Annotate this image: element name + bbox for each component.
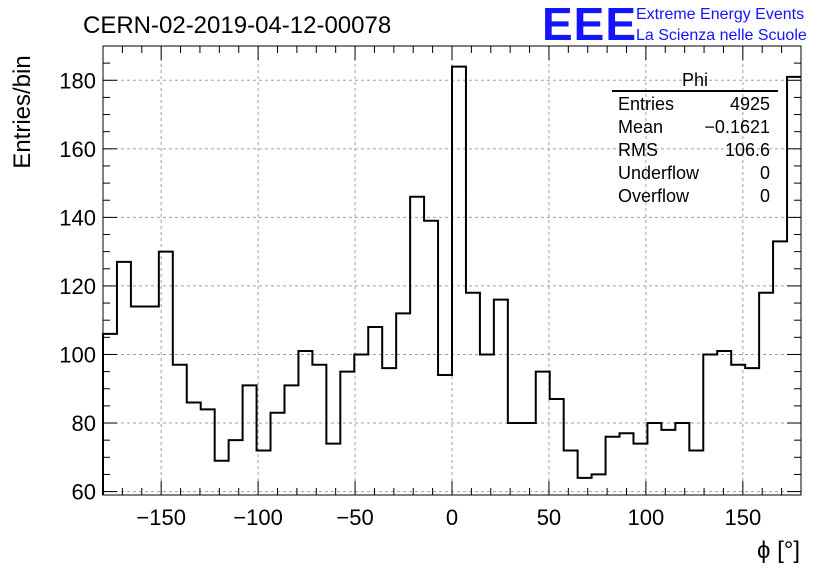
histogram-bin bbox=[550, 399, 564, 495]
x-tick-label: 50 bbox=[537, 505, 561, 530]
histogram-bin bbox=[229, 440, 243, 495]
stats-value: 0 bbox=[760, 163, 770, 183]
histogram-bin bbox=[620, 433, 634, 495]
x-tick-label: 0 bbox=[446, 505, 458, 530]
y-tick-label: 160 bbox=[59, 137, 96, 162]
stats-label: Underflow bbox=[618, 163, 700, 183]
tick-layer bbox=[102, 45, 802, 495]
histogram-bin bbox=[410, 197, 424, 495]
stats-rows: Entries 4925 Mean −0.1621 RMS 106.6 Underflow 0… bbox=[618, 94, 770, 206]
stats-title: Phi bbox=[682, 70, 708, 90]
stats-value: −0.1621 bbox=[704, 117, 770, 137]
logo-eee-text: EEE bbox=[542, 0, 637, 50]
x-tick-label: −100 bbox=[233, 505, 283, 530]
stats-box: Phi Entries 4925 Mean −0.1621 RMS 106.6 Underf… bbox=[612, 70, 778, 206]
histogram-bin bbox=[243, 385, 257, 495]
logo-line-2: La Scienza nelle Scuole bbox=[636, 27, 807, 44]
histogram-layer bbox=[102, 65, 801, 495]
histogram-bin bbox=[745, 368, 759, 495]
eee-logo: EEE Extreme Energy Events La Scienza nel… bbox=[542, 0, 807, 50]
histogram-bin bbox=[731, 365, 745, 495]
y-tick-label: 100 bbox=[59, 342, 96, 367]
histogram-bin bbox=[675, 423, 689, 495]
histogram-bin bbox=[578, 478, 592, 495]
stats-value: 106.6 bbox=[725, 140, 770, 160]
stats-value: 0 bbox=[760, 186, 770, 206]
histogram-bin bbox=[284, 385, 298, 495]
y-axis-label: Entries/bin bbox=[9, 55, 36, 168]
histogram-bin bbox=[257, 450, 271, 495]
histogram-bin bbox=[131, 306, 145, 495]
y-tick-label: 140 bbox=[59, 205, 96, 230]
histogram-bin bbox=[340, 372, 354, 495]
histogram-bin bbox=[633, 444, 647, 495]
y-tick-label: 120 bbox=[59, 274, 96, 299]
stats-label: Mean bbox=[618, 117, 663, 137]
histogram-bin bbox=[717, 351, 731, 495]
stats-value: 4925 bbox=[730, 94, 770, 114]
histogram-bin bbox=[298, 351, 312, 495]
histogram-bin bbox=[703, 354, 717, 495]
histogram-bin bbox=[536, 372, 550, 495]
histogram-bin bbox=[368, 327, 382, 495]
histogram-bin bbox=[215, 461, 229, 495]
stats-label: Overflow bbox=[618, 186, 690, 206]
histogram-bin bbox=[103, 334, 117, 495]
histogram-bin bbox=[382, 368, 396, 495]
tick-label-layer: −150 −100 −50 0 50 100 150 60 80 100 120 140 160 180 bbox=[59, 68, 761, 530]
histogram-bin bbox=[187, 402, 201, 495]
histogram-bin bbox=[647, 423, 661, 495]
histogram-bin bbox=[145, 306, 159, 495]
histogram-bin bbox=[592, 474, 606, 495]
y-tick-label: 60 bbox=[72, 480, 96, 505]
histogram-bin bbox=[508, 423, 522, 495]
histogram-bin bbox=[159, 252, 173, 495]
y-tick-label: 80 bbox=[72, 411, 96, 436]
histogram-bin bbox=[480, 354, 494, 495]
chart-title: CERN-02-2019-04-12-00078 bbox=[83, 12, 391, 39]
histogram-bin bbox=[606, 437, 620, 495]
x-tick-label: 150 bbox=[724, 505, 761, 530]
histogram-bin bbox=[759, 293, 773, 495]
histogram-bin bbox=[689, 450, 703, 495]
x-tick-label: 100 bbox=[628, 505, 665, 530]
histogram-bin bbox=[312, 365, 326, 495]
y-tick-label: 180 bbox=[59, 68, 96, 93]
histogram-bin bbox=[522, 423, 536, 495]
histogram-bin bbox=[466, 293, 480, 495]
histogram-bin bbox=[117, 262, 131, 495]
stats-label: RMS bbox=[618, 140, 658, 160]
x-tick-label: −150 bbox=[136, 505, 186, 530]
histogram-bin bbox=[438, 375, 452, 495]
x-tick-label: −50 bbox=[336, 505, 373, 530]
histogram-bin bbox=[326, 444, 340, 495]
histogram-bin bbox=[452, 67, 466, 495]
stats-label: Entries bbox=[618, 94, 674, 114]
histogram-bin bbox=[173, 365, 187, 495]
histogram-bin bbox=[424, 221, 438, 495]
histogram-bin bbox=[773, 241, 787, 495]
logo-line-1: Extreme Energy Events bbox=[636, 6, 804, 23]
histogram-bin bbox=[271, 413, 285, 495]
histogram-bin bbox=[661, 430, 675, 495]
histogram-bin bbox=[396, 313, 410, 495]
x-axis-label: ϕ [°] bbox=[757, 537, 800, 564]
histogram-outline bbox=[102, 65, 801, 495]
histogram-bin bbox=[354, 354, 368, 495]
histogram-bin bbox=[201, 409, 215, 495]
histogram-bin bbox=[564, 450, 578, 495]
histogram-bin bbox=[494, 300, 508, 495]
